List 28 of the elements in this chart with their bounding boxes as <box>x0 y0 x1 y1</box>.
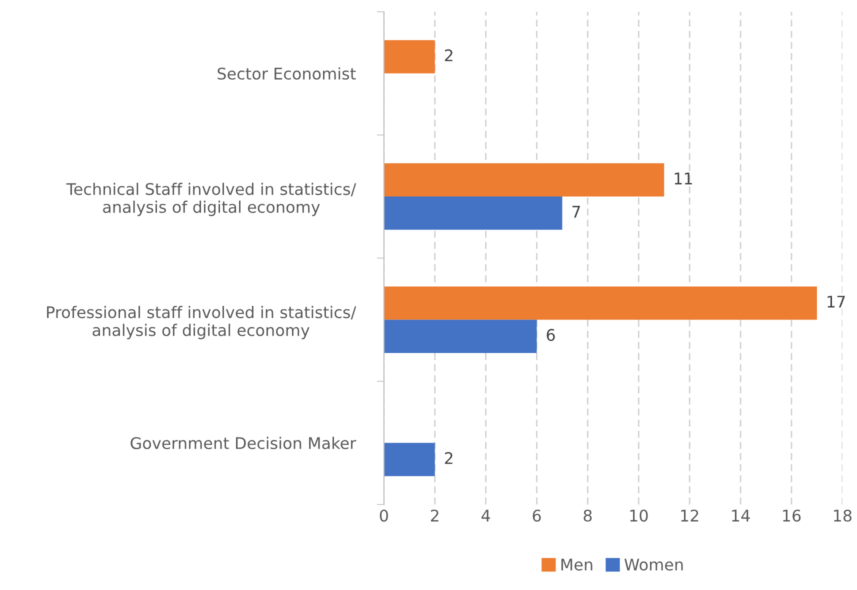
bar <box>384 320 537 353</box>
x-tick-label: 8 <box>584 510 592 522</box>
bar <box>384 163 664 197</box>
data-label: 7 <box>572 206 580 218</box>
x-tick-label: 6 <box>532 510 541 522</box>
bar <box>384 40 435 74</box>
x-tick-label: 0 <box>380 510 388 522</box>
bar <box>384 442 435 476</box>
data-label: 2 <box>444 49 452 62</box>
x-tick-label: 2 <box>430 510 438 522</box>
legend-label: Men <box>561 558 592 571</box>
legend-label: Women <box>624 558 683 571</box>
x-tick-label: 16 <box>783 510 801 522</box>
data-label: 11 <box>674 172 692 184</box>
bar <box>384 196 562 230</box>
y-tick-label: Government Decision Maker <box>130 436 356 450</box>
data-label: 17 <box>828 296 845 308</box>
x-tick-label: 12 <box>681 510 698 522</box>
x-tick-label: 18 <box>834 510 852 522</box>
y-tick-label: Sector Economist <box>218 67 356 80</box>
y-tick-label: Professional staff involved in statistics/ analysis of digital economy <box>47 306 356 340</box>
x-tick-label: 4 <box>482 510 490 522</box>
y-tick-label: Technical Staff involved in statistics/ analysis of digital economy <box>66 182 356 216</box>
bar <box>384 286 817 320</box>
x-tick-label: 14 <box>732 510 750 522</box>
x-tick-label: 10 <box>630 510 648 522</box>
data-label: 6 <box>546 328 555 341</box>
data-label: 2 <box>444 452 452 464</box>
